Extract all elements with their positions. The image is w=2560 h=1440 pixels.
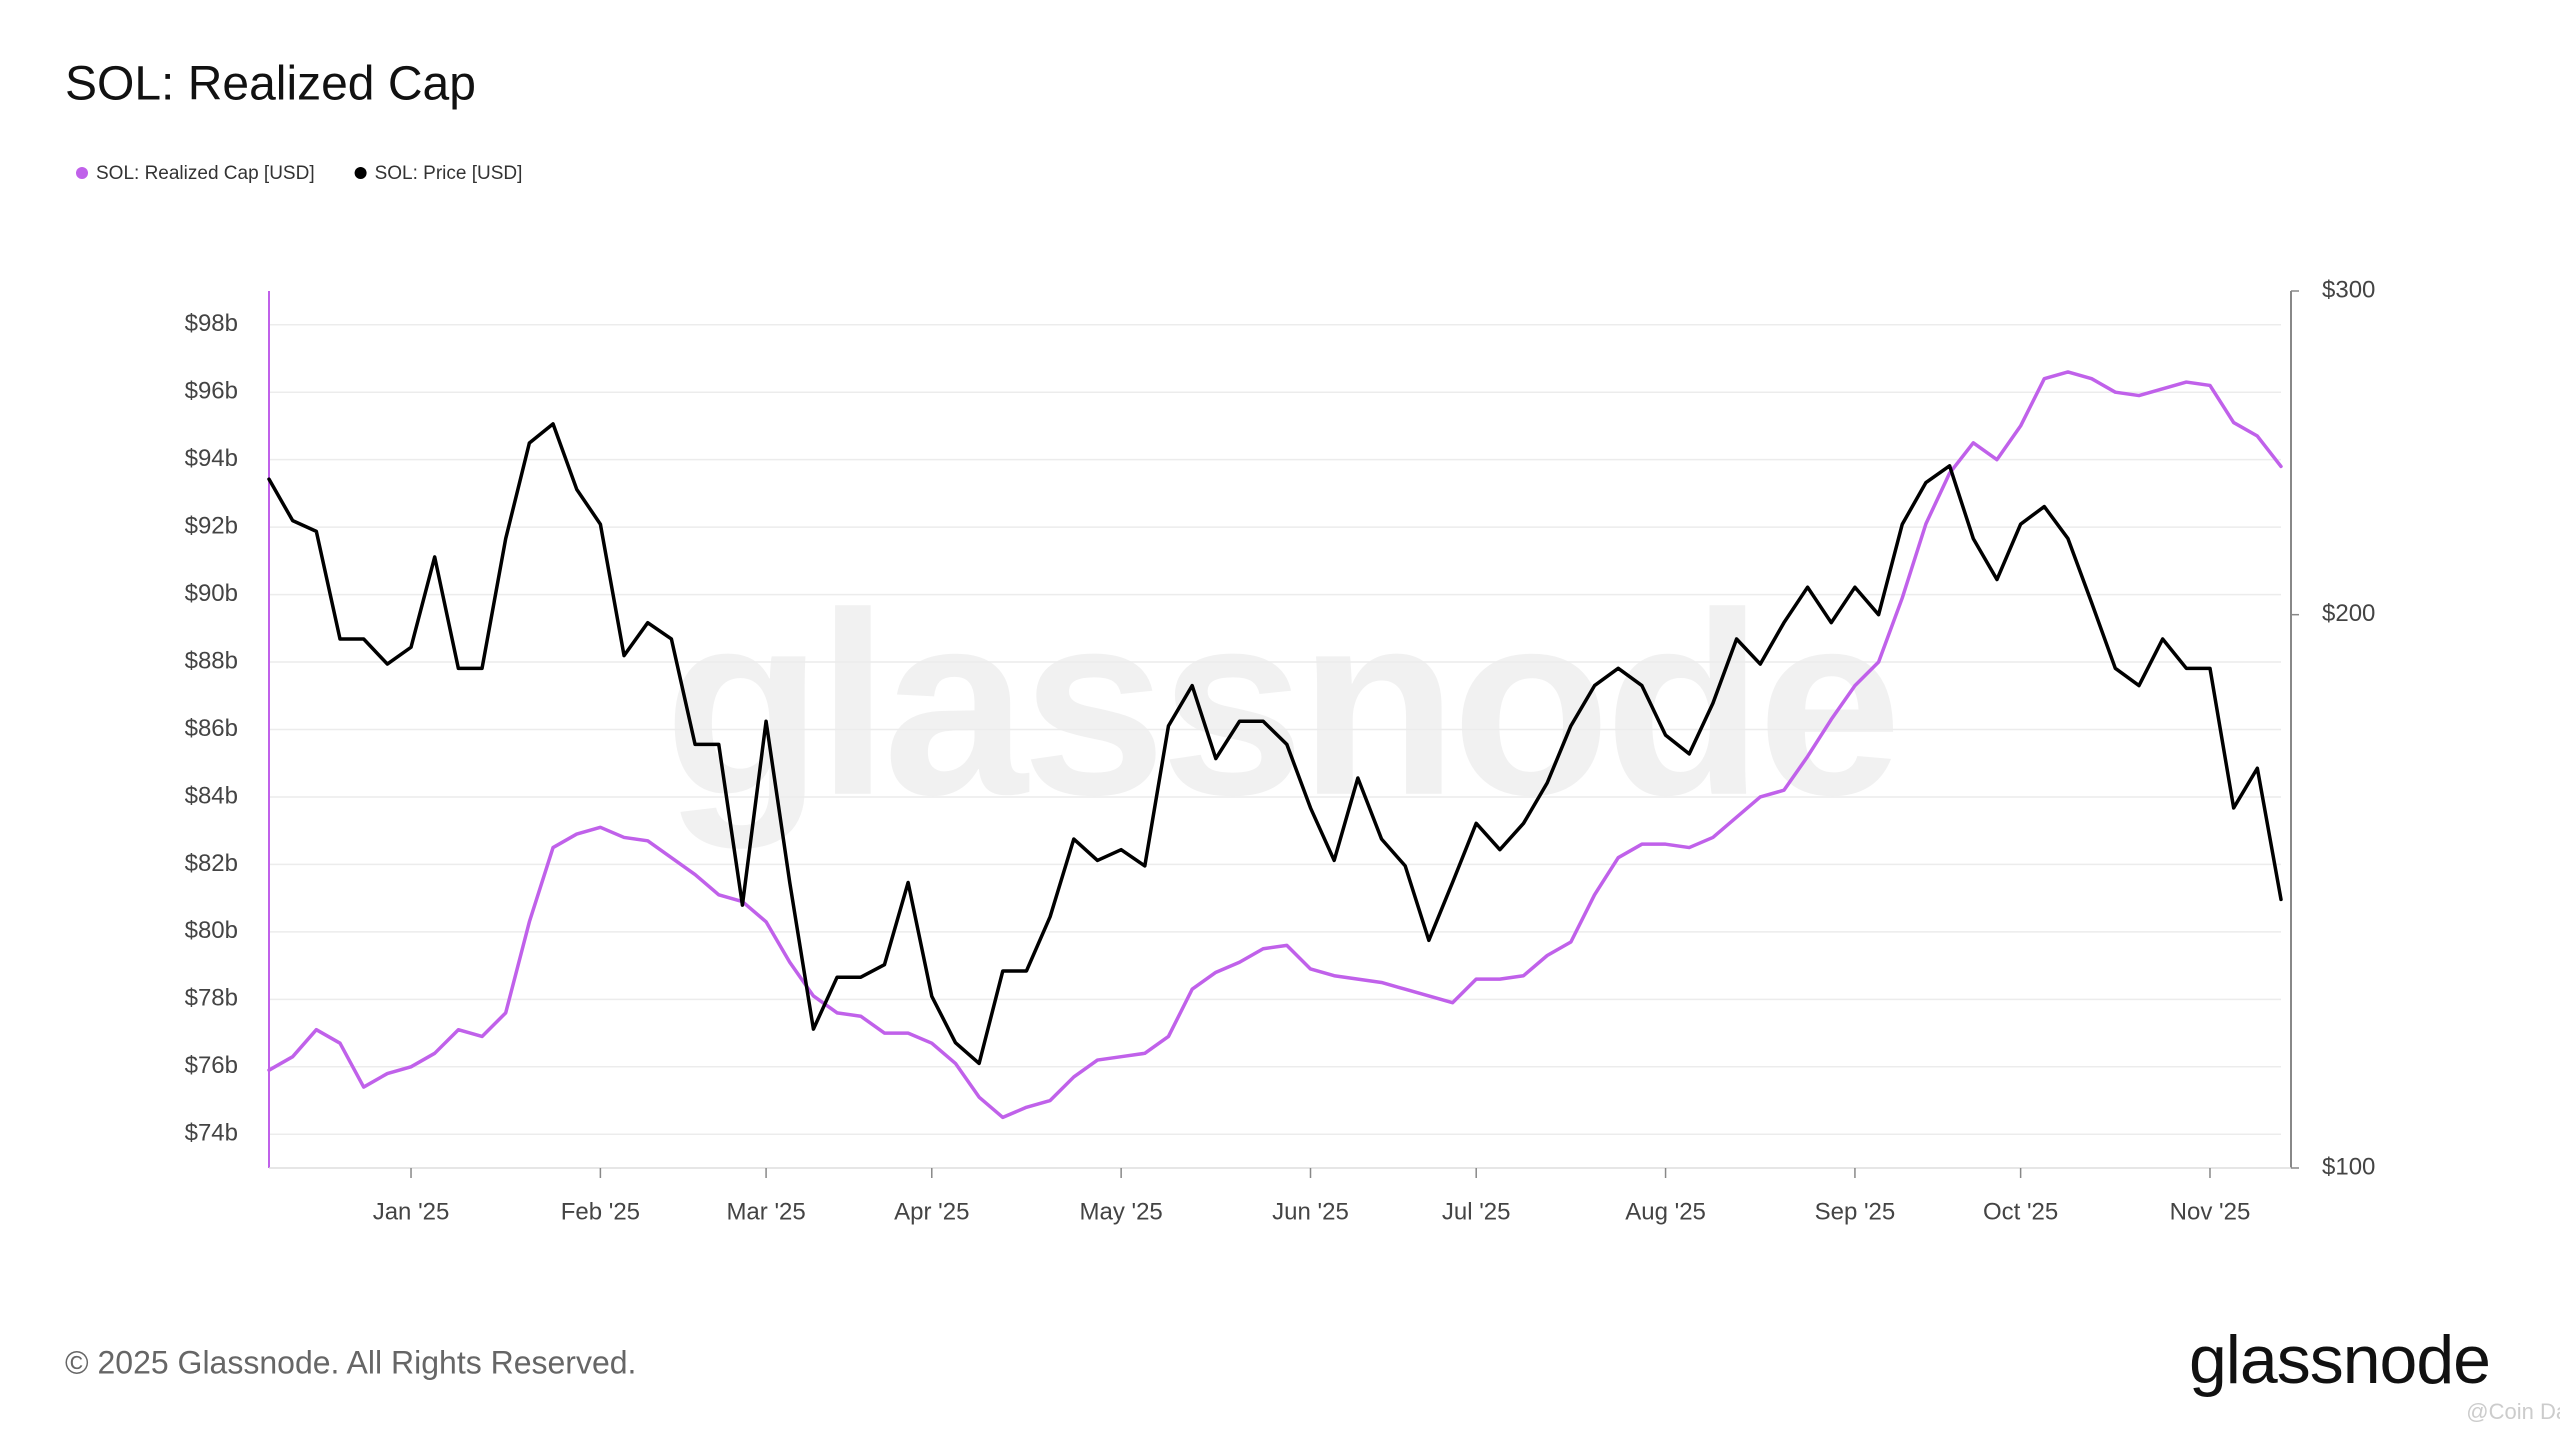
- legend-marker: [76, 167, 88, 179]
- series-line: [267, 422, 2283, 1066]
- copyright: © 2025 Glassnode. All Rights Reserved.: [65, 1344, 636, 1380]
- watermark: glassnode: [664, 560, 1896, 851]
- y-tick-label: $76b: [185, 1052, 238, 1079]
- y-tick-label: $98b: [185, 310, 238, 337]
- x-tick-label: Jun '25: [1272, 1198, 1349, 1225]
- x-tick-label: Jan '25: [373, 1198, 450, 1225]
- x-tick-label: Oct '25: [1983, 1198, 2058, 1225]
- x-tick-label: May '25: [1079, 1198, 1162, 1225]
- y-tick-label: $82b: [185, 850, 238, 877]
- x-tick-label: Feb '25: [561, 1198, 640, 1225]
- chart-title: SOL: Realized Cap: [65, 58, 476, 111]
- y-tick-label: $84b: [185, 782, 238, 809]
- y-tick-label: $80b: [185, 917, 238, 944]
- legend-marker: [354, 167, 367, 179]
- x-tick-label: Apr '25: [894, 1198, 969, 1225]
- y-tick-label: $74b: [185, 1120, 238, 1147]
- x-tick-label: Aug '25: [1625, 1198, 1706, 1225]
- x-tick-label: Sep '25: [1815, 1198, 1896, 1225]
- legend-label: SOL: Realized Cap [USD]: [96, 163, 315, 184]
- y-tick-label: $90b: [185, 580, 238, 607]
- overlay-watermark: @Coin Daisy: [2466, 1399, 2560, 1424]
- y2-tick-label: $200: [2322, 600, 2375, 627]
- series-line: [267, 370, 2283, 1120]
- y2-tick-label: $100: [2322, 1153, 2375, 1180]
- y-tick-label: $94b: [185, 445, 238, 472]
- brand-logo: glassnode: [2189, 1322, 2490, 1398]
- y2-tick-label: $300: [2322, 276, 2375, 303]
- x-tick-label: Mar '25: [726, 1198, 805, 1225]
- legend-label: SOL: Price [USD]: [375, 163, 523, 184]
- y-tick-label: $88b: [185, 647, 238, 674]
- x-tick-label: Nov '25: [2170, 1198, 2251, 1225]
- x-tick-label: Jul '25: [1442, 1198, 1511, 1225]
- y-tick-label: $96b: [185, 378, 238, 405]
- y-tick-label: $86b: [185, 715, 238, 742]
- y-tick-label: $78b: [185, 985, 238, 1012]
- y-tick-label: $92b: [185, 512, 238, 539]
